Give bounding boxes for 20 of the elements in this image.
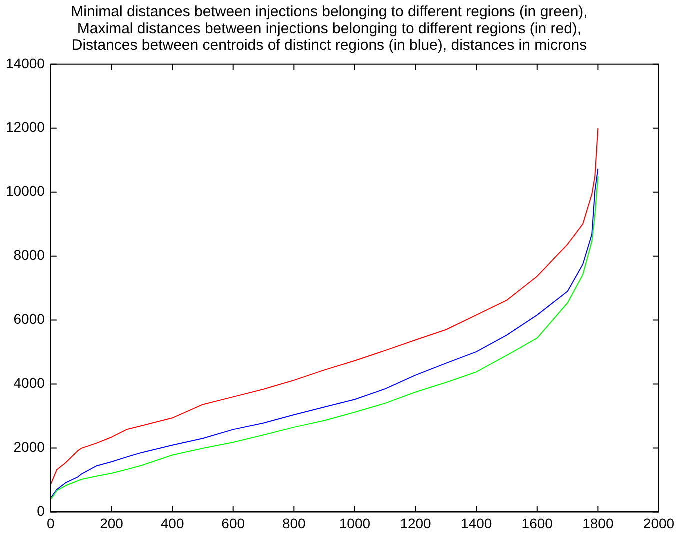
x-tick-label: 800 — [282, 515, 306, 532]
x-tick-label: 200 — [100, 515, 124, 532]
y-tick-label: 8000 — [14, 247, 46, 264]
x-tick-label: 1600 — [522, 515, 554, 532]
y-tick-label: 10000 — [6, 183, 46, 200]
x-tick-label: 1400 — [461, 515, 492, 532]
y-tick-label: 6000 — [14, 311, 46, 328]
y-tick-label: 12000 — [6, 119, 46, 136]
x-tick-label: 400 — [160, 515, 184, 532]
chart-title: Minimal distances between injections belonging to different regions (in green), Maximal distances between injections belonging to different regions (in red), Distances between centroids of distinct regions (in blue), distances in microns — [71, 4, 588, 54]
y-tick-label: 2000 — [14, 439, 46, 456]
x-tick-label: 600 — [222, 515, 246, 532]
y-tick-label: 4000 — [14, 375, 46, 392]
x-tick-label: 1800 — [582, 515, 614, 532]
y-tick-label: 14000 — [6, 55, 46, 72]
x-tick-label: 2000 — [643, 515, 675, 532]
y-tick-label: 0 — [37, 503, 46, 520]
x-tick-label: 0 — [47, 515, 56, 532]
x-tick-label: 1000 — [339, 515, 371, 532]
x-tick-label: 1200 — [400, 515, 432, 532]
